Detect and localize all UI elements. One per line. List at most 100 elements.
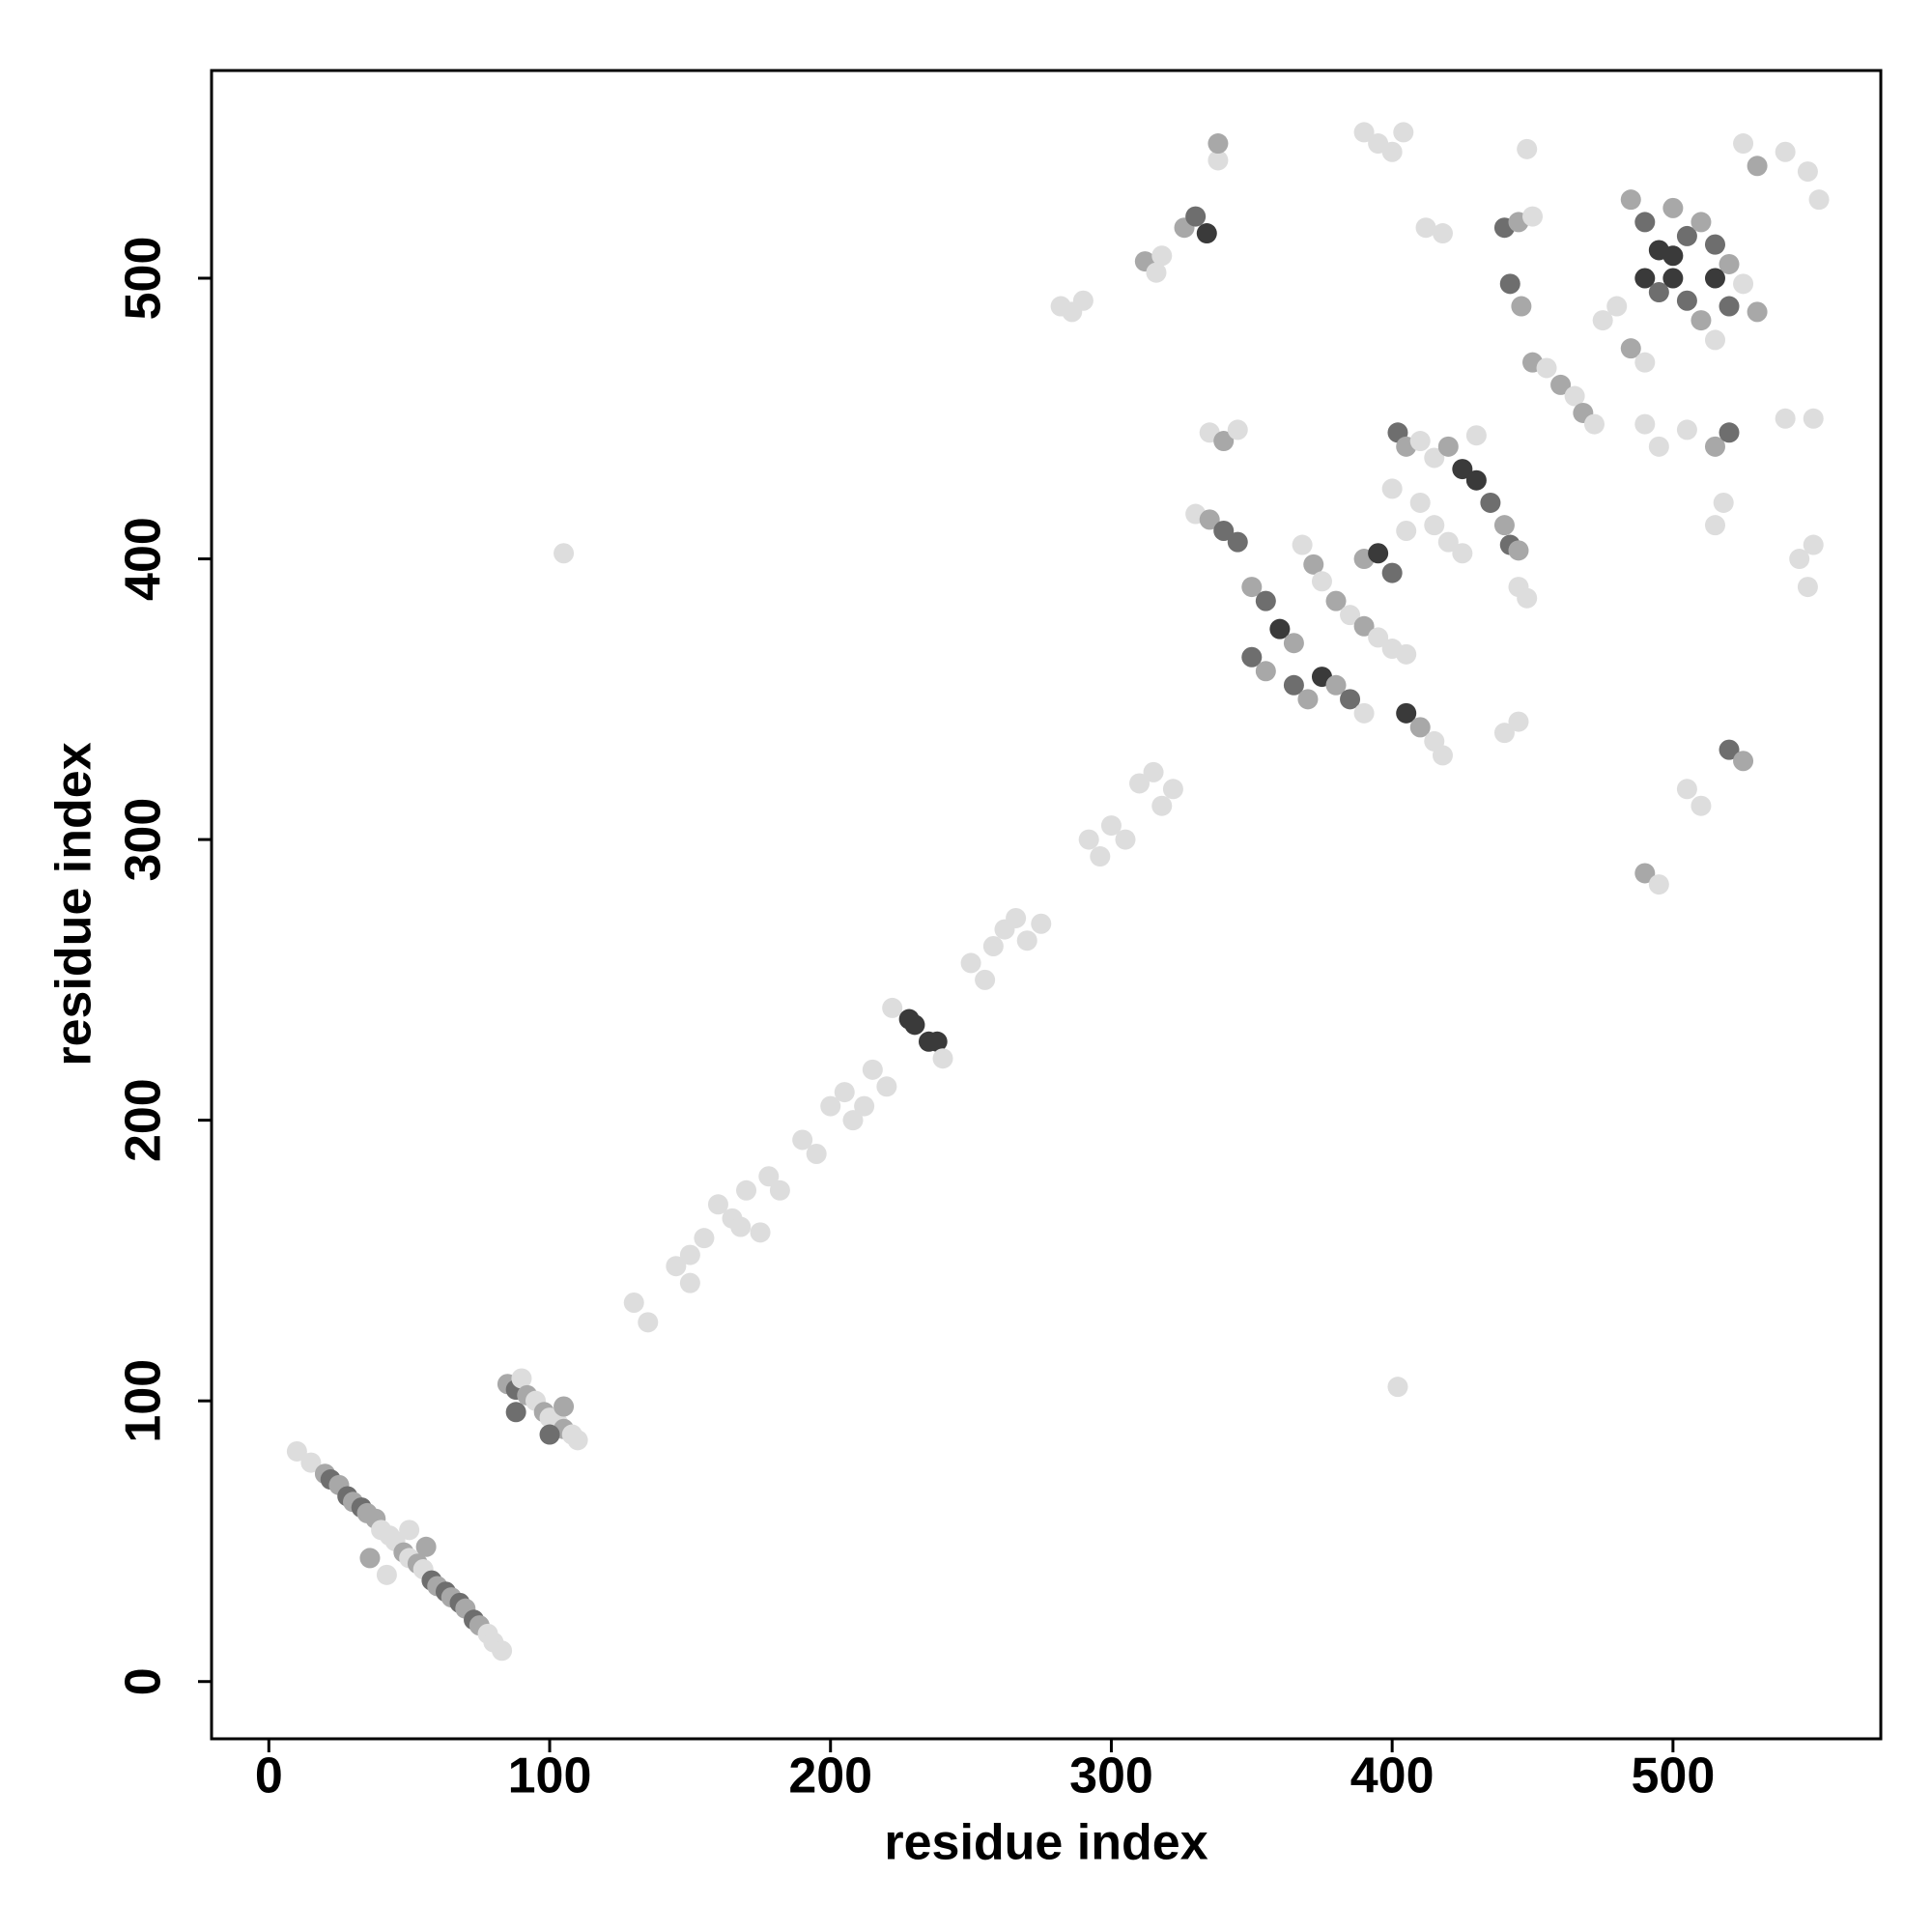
point (1213, 520, 1235, 541)
point (834, 1082, 855, 1103)
point (1606, 296, 1628, 317)
point (1146, 262, 1167, 283)
point (1634, 863, 1656, 884)
x-tick-label: 300 (1069, 1748, 1153, 1804)
point (1241, 646, 1263, 668)
point (1704, 268, 1725, 289)
point (1620, 338, 1641, 359)
point (982, 936, 1004, 957)
point (679, 1272, 700, 1293)
point (1634, 413, 1656, 435)
point (1381, 562, 1403, 583)
point (792, 1129, 813, 1151)
point (1396, 520, 1417, 541)
point (1340, 689, 1361, 710)
point (1143, 761, 1164, 782)
point (1090, 846, 1111, 867)
point (854, 1095, 875, 1117)
point (1662, 245, 1684, 267)
point (1747, 301, 1768, 323)
point (1690, 212, 1712, 233)
point (1493, 515, 1515, 536)
point (1437, 531, 1459, 553)
point (1648, 874, 1669, 895)
point (1704, 234, 1725, 255)
point (1031, 913, 1052, 934)
point (926, 1031, 948, 1052)
point (567, 1430, 588, 1451)
point (1517, 138, 1538, 159)
point (1129, 773, 1151, 794)
point (1078, 829, 1099, 850)
point (1208, 133, 1229, 155)
point (1311, 571, 1332, 592)
point (492, 1640, 513, 1662)
point (1227, 531, 1248, 553)
point (1719, 253, 1740, 274)
point (1592, 310, 1613, 331)
point (1387, 1377, 1408, 1398)
point (1493, 723, 1515, 744)
point (376, 1564, 397, 1585)
point (1381, 141, 1403, 162)
point (1353, 122, 1375, 143)
point (1676, 779, 1697, 800)
x-tick-label: 200 (788, 1748, 872, 1804)
point (1368, 627, 1389, 648)
point (638, 1312, 659, 1333)
point (1016, 930, 1037, 952)
point (842, 1110, 864, 1131)
point (1690, 795, 1712, 816)
point (1704, 329, 1725, 351)
point (707, 1194, 728, 1215)
point (511, 1368, 532, 1389)
point (1213, 431, 1235, 452)
point (1196, 223, 1217, 244)
point (679, 1244, 700, 1265)
point (1396, 643, 1417, 665)
point (1353, 702, 1375, 724)
point (876, 1076, 897, 1097)
point (736, 1179, 757, 1201)
point (1340, 605, 1361, 626)
point (750, 1222, 771, 1243)
point (932, 1048, 953, 1069)
point (1255, 590, 1276, 611)
point (1803, 534, 1824, 555)
point (1283, 674, 1304, 696)
point (1808, 189, 1830, 211)
point (1511, 296, 1532, 317)
point (1269, 618, 1291, 639)
point (1508, 540, 1529, 561)
point (1499, 273, 1520, 295)
point (758, 1166, 780, 1187)
point (1325, 590, 1347, 611)
point (1797, 577, 1818, 598)
point (862, 1059, 883, 1080)
point (1634, 212, 1656, 233)
x-tick-label: 500 (1631, 1748, 1715, 1804)
point (1564, 385, 1585, 407)
x-tick-label: 100 (508, 1748, 592, 1804)
point (1775, 408, 1796, 429)
point (1550, 374, 1572, 395)
point (1255, 661, 1276, 682)
point (1437, 436, 1459, 457)
point (1415, 217, 1436, 239)
point (1241, 577, 1263, 598)
point (1151, 795, 1173, 816)
point (1100, 815, 1122, 837)
point (1185, 206, 1207, 227)
point (1393, 122, 1414, 143)
plot-frame (210, 69, 1883, 1741)
point (1508, 711, 1529, 732)
point (1396, 702, 1417, 724)
point (1719, 739, 1740, 760)
point (1733, 273, 1754, 295)
point (399, 1520, 420, 1541)
point (1719, 422, 1740, 443)
point (1789, 549, 1810, 570)
point (694, 1228, 715, 1249)
point (1465, 469, 1487, 491)
